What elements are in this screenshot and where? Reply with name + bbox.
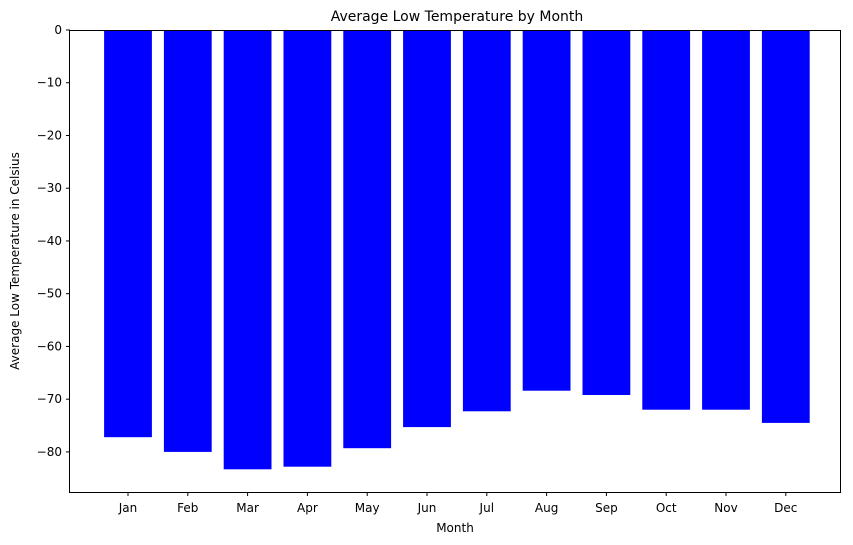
y-tick-label: −30 (37, 181, 62, 195)
y-tick-label: −20 (37, 128, 62, 142)
y-axis-label: Average Low Temperature in Celsius (8, 152, 22, 370)
bar-aug (522, 30, 571, 391)
bar-may (343, 30, 392, 449)
x-tick-label: Oct (656, 501, 677, 515)
x-tick-label: Feb (177, 501, 198, 515)
x-tick-label: Dec (774, 501, 797, 515)
bar-feb (163, 30, 212, 452)
y-tick-label: −50 (37, 287, 62, 301)
y-tick-label: −10 (37, 76, 62, 90)
x-axis-label: Month (436, 521, 474, 535)
bar-nov (702, 30, 750, 410)
x-tick-label: Apr (297, 501, 318, 515)
x-tick-label: Nov (714, 501, 737, 515)
y-tick-label: 0 (54, 23, 62, 37)
bar-dec (761, 30, 810, 423)
x-tick-label: Mar (236, 501, 259, 515)
bars-group (104, 30, 810, 470)
y-tick-label: −70 (37, 392, 62, 406)
x-axis: Jan Feb Mar Apr May Jun Jul Aug Sep Oct Nov Dec (118, 492, 797, 515)
y-tick-label: −40 (37, 234, 62, 248)
x-tick-label: May (355, 501, 380, 515)
x-tick-label: Jan (118, 501, 138, 515)
bar-oct (642, 30, 691, 410)
x-tick-label: Jul (479, 501, 494, 515)
plot-frame (69, 30, 841, 493)
bar-mar (223, 30, 272, 470)
x-tick-label: Jun (417, 501, 437, 515)
bar-jul (462, 30, 511, 412)
y-tick-label: −60 (37, 339, 62, 353)
y-axis: 0 −10 −20 −30 −40 −50 −60 −70 −80 (37, 23, 70, 459)
bar-sep (582, 30, 631, 395)
x-tick-label: Aug (535, 501, 558, 515)
y-tick-label: −80 (37, 445, 62, 459)
chart-title: Average Low Temperature by Month (331, 9, 584, 25)
bar-jan (104, 30, 152, 438)
x-tick-label: Sep (595, 501, 618, 515)
bar-apr (283, 30, 332, 467)
bar-jun (403, 30, 451, 428)
